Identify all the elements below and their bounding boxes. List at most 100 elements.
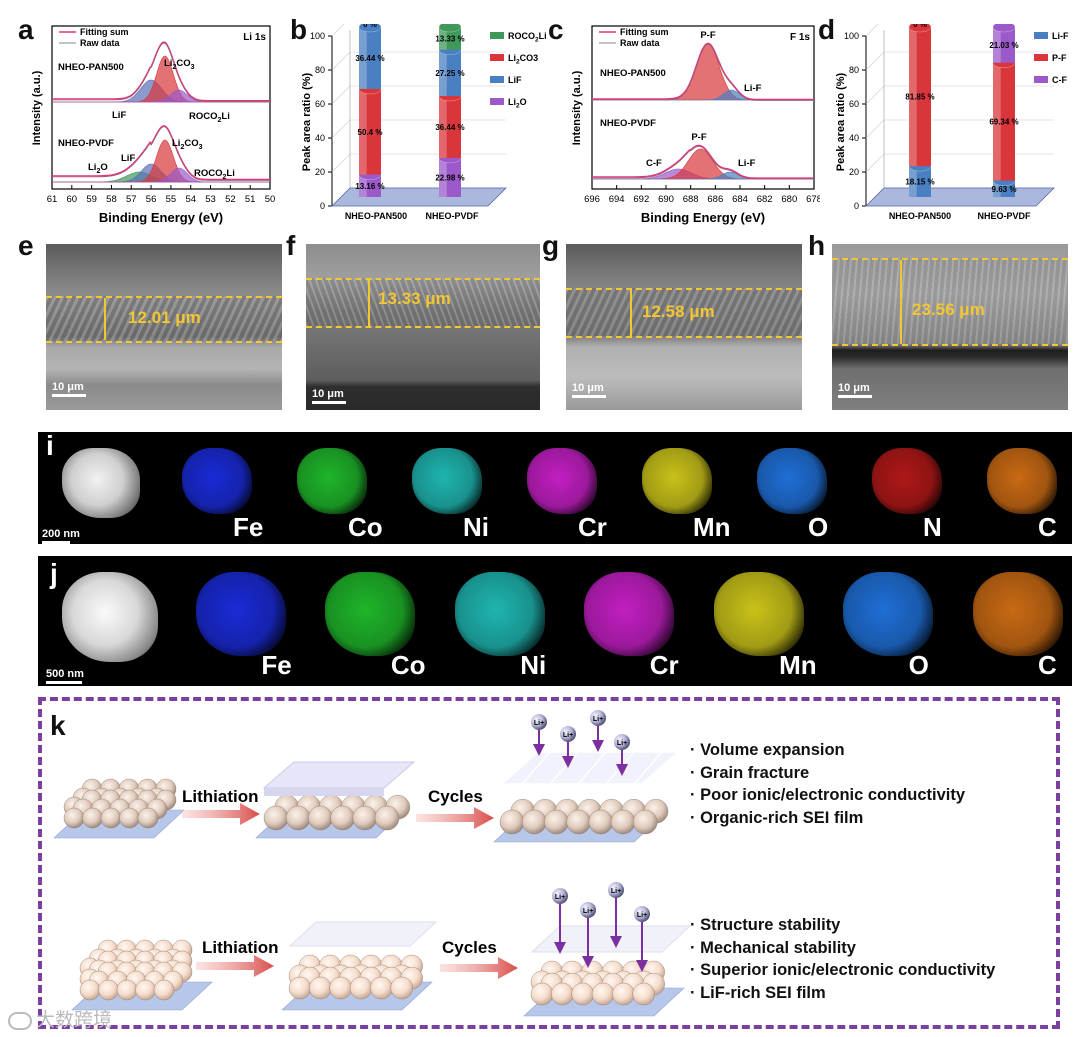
- eds-label-mn: Mn: [779, 650, 817, 680]
- c-fitting-sum-0: [592, 42, 813, 101]
- a-xtick-label: 56: [146, 194, 157, 205]
- peak-a1-roco2li: ROCO2Li: [189, 111, 230, 124]
- bottom-lithiated-particle: [288, 976, 312, 1000]
- eds-map-cr: [527, 448, 597, 514]
- panel-letter-a: a: [18, 14, 34, 45]
- peak-a1-li2co3: Li2CO3: [164, 58, 195, 71]
- top-lithiation-process-arrow: [182, 803, 260, 825]
- b-value-label-0-3: 0 %: [363, 24, 377, 29]
- d-bar-shine-1-2: [993, 27, 1001, 63]
- sem-image-f: 13.33 μm 10 μm: [306, 244, 540, 410]
- peak-c2-pf: P-F: [691, 132, 707, 143]
- top-li-ion-label: Li+: [593, 716, 603, 723]
- top-li-ion-0: [531, 714, 547, 730]
- bottom-lithiated-particle: [329, 976, 352, 1000]
- eds-label-fe: Fe: [261, 650, 292, 680]
- d-bar-1-1: [993, 62, 1015, 181]
- scale-f: 10 μm: [312, 388, 344, 400]
- b-legend-label-2: LiF: [508, 75, 522, 85]
- b-bar-shine-0-2: [359, 27, 367, 89]
- top-lithiated-particle: [374, 805, 400, 831]
- d-bar-0-1: [909, 27, 931, 167]
- watermark-logo-icon: [8, 1011, 32, 1030]
- eds-label-fe: Fe: [233, 512, 264, 542]
- top-sei-crack: [521, 751, 551, 785]
- peak-c1-lif: Li-F: [744, 83, 762, 94]
- peak-c1-pf: P-F: [700, 30, 716, 41]
- d-ytick-label: 100: [844, 31, 859, 41]
- bottom-li-ion-label: Li+: [637, 912, 647, 919]
- scale-j: 500 nm: [46, 668, 84, 680]
- bottom-cycled-particle: [551, 982, 574, 1006]
- bottom-li-ion-2: [608, 882, 624, 898]
- watermark: 大数跨境: [8, 1005, 112, 1032]
- peak-a2-li2co3: Li2CO3: [172, 138, 203, 151]
- eds-map-o: [843, 572, 934, 656]
- floor-d: [865, 187, 1055, 207]
- c-xtick-label: 684: [732, 194, 748, 205]
- top-lithiated-particle: [330, 805, 355, 831]
- b-bar-0-1: [359, 88, 381, 175]
- eds-map-mn: [642, 448, 712, 514]
- c-xtick-label: 686: [707, 194, 723, 205]
- a-xtick-label: 52: [225, 194, 236, 205]
- d-bar-0-0: [909, 166, 931, 197]
- eds-label-o: O: [808, 512, 829, 542]
- scale-g: 10 μm: [572, 382, 604, 394]
- haadf-image-j: [62, 572, 158, 662]
- c-fit-peak-1-1: [592, 148, 814, 180]
- b-ytick-label: 0: [320, 201, 325, 211]
- peak-c2-cf: C-F: [646, 158, 662, 169]
- cat-d1: NHEO-PAN500: [889, 211, 951, 221]
- peak-c2-lif: Li-F: [738, 158, 756, 169]
- bottom-li-ion-label: Li+: [611, 888, 621, 895]
- sample-a2: NHEO-PVDF: [58, 138, 114, 149]
- top-bullet-2: · Grain fracture: [690, 763, 810, 782]
- b-bar-top-1-3: [438, 24, 462, 33]
- panel-letter-e: e: [18, 230, 34, 261]
- top-bullet-3: · Poor ionic/electronic conductivity: [690, 786, 966, 804]
- peak-a2-li2o: Li2O: [88, 162, 108, 175]
- top-pristine-particle: [82, 807, 103, 829]
- panel-letter-h: h: [808, 230, 826, 261]
- thickness-label-h: 23.56 μm: [912, 300, 985, 319]
- b-legend-swatch-2: [490, 76, 504, 83]
- a-xtick-label: 61: [47, 194, 58, 205]
- eds-map-co: [325, 572, 416, 656]
- panel-letter-f: f: [286, 230, 296, 261]
- b-bar-1-2: [439, 49, 461, 96]
- d-legend-label-2: C-F: [1052, 75, 1067, 85]
- cat-d2: NHEO-PVDF: [977, 211, 1031, 221]
- b-bar-shine-1-0: [439, 157, 447, 197]
- sem-image-e: 12.01 μm 10 μm: [46, 244, 282, 410]
- bottom-sei-film-cycled: [530, 925, 692, 953]
- b-bar-0-0: [359, 174, 381, 197]
- title-a: Li 1s: [243, 32, 266, 43]
- scale-h: 10 μm: [838, 382, 870, 394]
- ylabel-c: Intensity (a.u.): [571, 70, 583, 145]
- b-gridline: [331, 153, 506, 173]
- sample-a1: NHEO-PAN500: [58, 62, 124, 73]
- panel-letter-i: i: [46, 430, 54, 461]
- d-legend-swatch-0: [1034, 32, 1048, 39]
- bottom-bullet-3: · Superior ionic/electronic conductivity: [690, 961, 996, 979]
- top-lithiated-particle: [308, 805, 333, 831]
- b-bar-1-0: [439, 157, 461, 197]
- scale-i: 200 nm: [42, 528, 80, 540]
- cat-b1: NHEO-PAN500: [345, 211, 407, 221]
- bottom-li-ion-3: [634, 906, 650, 922]
- eds-label-mn: Mn: [693, 512, 731, 542]
- cat-b2: NHEO-PVDF: [425, 211, 479, 221]
- c-xtick-label: 680: [781, 194, 797, 205]
- xlabel-c: Binding Energy (eV): [641, 210, 765, 225]
- a-fitting-sum-0: [52, 41, 270, 102]
- legend-a-raw: Raw data: [80, 38, 121, 48]
- d-bar-shine-1-0: [993, 180, 1001, 197]
- b-legend-swatch-1: [490, 54, 504, 61]
- d-value-label-1-1: 69.34 %: [989, 118, 1018, 127]
- ylabel-a: Intensity (a.u.): [31, 70, 43, 145]
- b-ytick-label: 100: [310, 31, 325, 41]
- top-step2-label: Cycles: [428, 787, 483, 806]
- d-bar-top-0-1: [908, 24, 932, 33]
- b-legend-label-0: ROCO2Li: [508, 31, 547, 44]
